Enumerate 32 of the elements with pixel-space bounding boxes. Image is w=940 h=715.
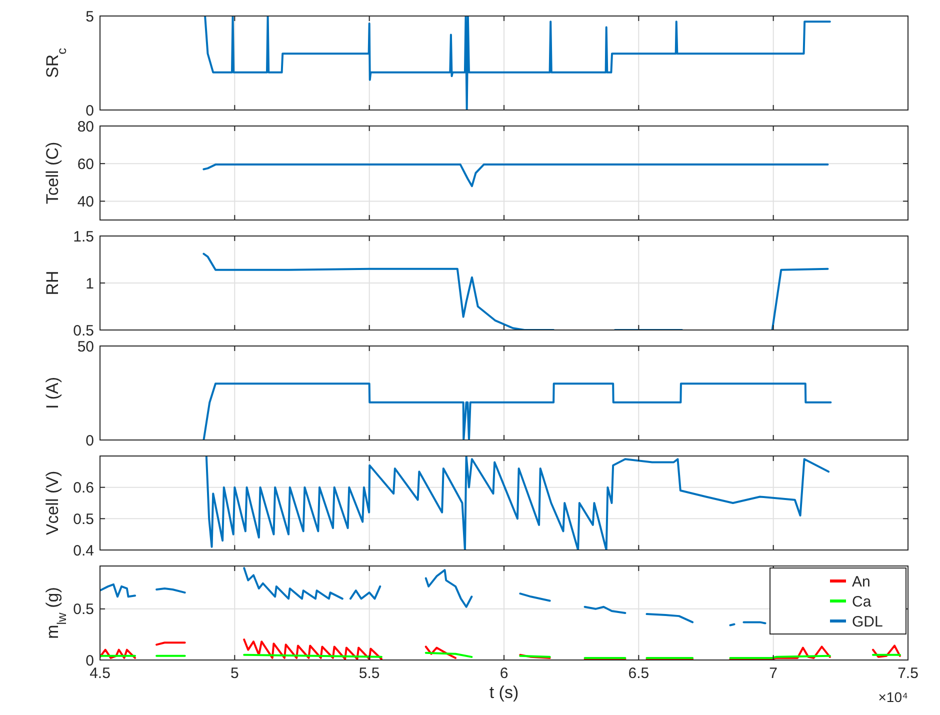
legend-label: GDL xyxy=(852,613,883,630)
y-tick-label: 0 xyxy=(86,432,94,450)
y-tick-label: 1 xyxy=(86,275,94,292)
line-series xyxy=(205,456,830,550)
x-tick-label: 6.5 xyxy=(628,665,650,682)
legend-label: An xyxy=(852,573,870,590)
line-series xyxy=(202,164,829,188)
y-tick-label: 0.5 xyxy=(73,601,94,618)
x-axis-title: t (s) xyxy=(489,683,519,702)
legend-label: Ca xyxy=(852,593,872,610)
x-tick-label: 7 xyxy=(769,665,778,682)
x-tick-label: 7.5 xyxy=(898,665,918,682)
y-tick-label: 0.5 xyxy=(73,510,94,528)
y-tick-label: 0.6 xyxy=(73,480,94,497)
y-tick-label: 0.5 xyxy=(73,322,94,340)
y-axis-title: Vcell (V) xyxy=(43,470,62,536)
y-tick-label: 1.5 xyxy=(73,228,94,246)
y-axis-title: Tcell (C) xyxy=(43,142,62,204)
x-tick-label: 6 xyxy=(500,665,508,682)
x-tick-label: 5 xyxy=(230,665,239,682)
y-axis-title: I (A) xyxy=(43,376,62,410)
y-tick-label: 80 xyxy=(77,118,94,136)
text: ×10⁴ xyxy=(878,689,908,705)
x-tick-label: 5.5 xyxy=(358,665,380,682)
y-tick-label: 60 xyxy=(77,156,94,173)
y-tick-label: 0 xyxy=(86,102,94,120)
y-tick-label: 0.4 xyxy=(73,542,94,560)
y-axis-title: RH xyxy=(43,270,62,296)
line-series xyxy=(204,16,831,110)
y-tick-label: 40 xyxy=(77,193,94,210)
y-tick-label: 50 xyxy=(77,338,94,356)
y-tick-label: 5 xyxy=(86,8,94,26)
